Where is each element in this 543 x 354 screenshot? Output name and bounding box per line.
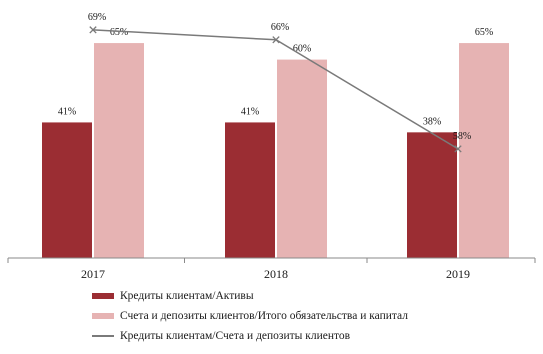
legend-line-loans-deposits xyxy=(92,333,114,339)
legend-item-deposits-liabilities: Счета и депозиты клиентов/Итого обязател… xyxy=(92,306,512,326)
bar-label-s0-2019: 38% xyxy=(423,116,441,127)
legend-label-loans-deposits: Кредиты клиентам/Счета и депозиты клиент… xyxy=(120,330,351,342)
x-tick-label-2018: 2018 xyxy=(264,267,288,281)
legend: Кредиты клиентам/Активы Счета и депозиты… xyxy=(92,286,512,346)
x-tick-label-2019: 2019 xyxy=(446,267,470,281)
legend-swatch-deposits-liabilities xyxy=(92,313,114,319)
bar-label-s0-2017: 41% xyxy=(58,106,76,117)
line-label-2017: 69% xyxy=(88,12,106,23)
legend-item-loans-assets: Кредиты клиентам/Активы xyxy=(92,286,512,306)
bar-55-2018 xyxy=(277,59,327,258)
bar-23-2019 xyxy=(407,132,457,258)
legend-label-loans-assets: Кредиты клиентам/Активы xyxy=(120,290,254,302)
line-marker-2017 xyxy=(89,26,97,34)
bar-label-s1-2017: 65% xyxy=(110,27,128,38)
bar-label-s0-2018: 41% xyxy=(241,106,259,117)
x-tick-label-2017: 2017 xyxy=(81,267,105,281)
legend-label-deposits-liabilities: Счета и депозиты клиентов/Итого обязател… xyxy=(120,310,409,322)
bar-label-s1-2018: 60% xyxy=(293,44,311,55)
legend-swatch-loans-assets xyxy=(92,293,114,299)
line-series-0 xyxy=(92,29,459,150)
bar-23-2018 xyxy=(225,122,275,258)
line-marker-2018 xyxy=(272,36,280,44)
bar-23-2017 xyxy=(42,122,92,258)
line-label-2018: 66% xyxy=(271,22,289,33)
bar-55-2019 xyxy=(459,43,509,258)
bar-label-s1-2019: 65% xyxy=(475,27,493,38)
line-label-2019: 58% xyxy=(453,131,471,142)
bar-55-2017 xyxy=(94,43,144,258)
line-marker-2019 xyxy=(454,145,462,153)
legend-item-loans-deposits: Кредиты клиентам/Счета и депозиты клиент… xyxy=(92,326,512,346)
